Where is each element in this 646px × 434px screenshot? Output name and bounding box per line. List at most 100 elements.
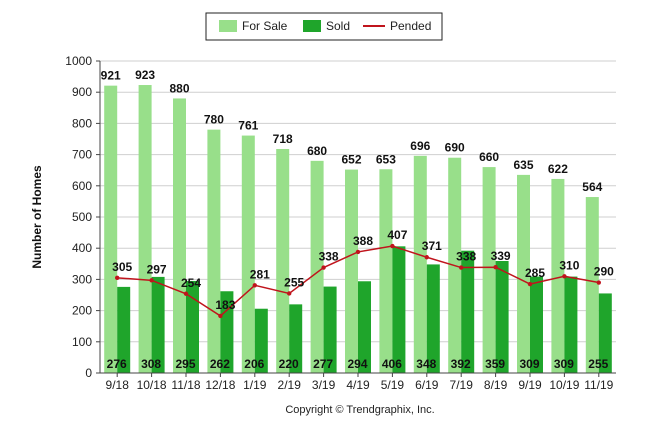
label-pended-10-18: 297	[147, 262, 167, 276]
bar-for-sale-8-19	[482, 167, 496, 373]
label-for-sale-12-18: 780	[204, 113, 224, 127]
label-pended-3-19: 338	[319, 250, 339, 264]
pended-point-7-19	[459, 265, 464, 270]
y-tick-label-100: 100	[72, 335, 92, 349]
pended-point-10-18	[149, 278, 154, 283]
label-for-sale-1-19: 761	[238, 119, 258, 133]
y-axis-title: Number of Homes	[30, 165, 44, 269]
x-tick-label-10-18: 10/18	[137, 378, 167, 392]
pended-point-5-19	[390, 243, 395, 249]
y-tick-label-200: 200	[72, 304, 92, 318]
y-tick-label-400: 400	[72, 241, 92, 255]
label-sold-12-18: 262	[210, 357, 230, 371]
x-tick-label-11-19: 11/19	[584, 378, 613, 392]
label-pended-8-19: 339	[491, 249, 511, 263]
bar-for-sale-2-19	[276, 148, 290, 373]
label-pended-12-18: 183	[215, 298, 235, 312]
bar-for-sale-12-18	[207, 129, 221, 373]
bar-sold-10-19	[564, 276, 578, 373]
bar-sold-4-19	[358, 281, 371, 373]
y-tick-label-900: 900	[72, 85, 92, 99]
legend-box	[205, 12, 443, 41]
bar-for-sale-6-19	[413, 155, 427, 373]
x-tick-label-6-19: 6/19	[415, 378, 439, 392]
label-pended-10-19: 310	[559, 258, 579, 272]
pended-point-12-18	[218, 313, 223, 319]
bar-sold-3-19	[323, 286, 337, 373]
x-tick-label-8-19: 8/19	[484, 378, 508, 392]
bar-for-sale-11-18	[173, 98, 186, 373]
bar-for-sale-4-19	[345, 169, 358, 373]
x-tick-label-11-18: 11/18	[171, 378, 200, 392]
x-tick-label-1-19: 1/19	[243, 378, 267, 392]
pended-point-9-19	[527, 281, 533, 287]
bar-sold-9-19	[530, 276, 543, 373]
bars	[104, 85, 612, 374]
label-sold-9-19: 309	[519, 357, 539, 371]
pended-point-9-18	[115, 275, 120, 281]
label-sold-10-18: 308	[141, 357, 161, 371]
bar-for-sale-11-19	[585, 197, 599, 373]
legend-label-sold: Sold	[326, 19, 350, 33]
bar-sold-5-19	[392, 246, 406, 373]
bar-sold-11-18	[186, 280, 199, 373]
pended-point-6-19	[424, 255, 429, 260]
bar-sold-1-19	[254, 308, 268, 373]
copyright-footer: Copyright © Trendgraphix, Inc.	[285, 404, 434, 416]
bar-sold-2-19	[289, 304, 303, 373]
legend: For Sale Sold Pended	[205, 12, 443, 41]
x-tick-label-5-19: 5/19	[381, 378, 405, 392]
x-tick-label-9-18: 9/18	[106, 378, 130, 392]
pended-point-3-19	[321, 265, 326, 270]
y-tick-label-500: 500	[72, 210, 92, 224]
x-tick-label-7-19: 7/19	[450, 378, 474, 392]
x-axis: 9/18 10/18 11/18 12/18 1/19 2/19 3/19 4/19 5/19 6…	[100, 372, 616, 392]
label-for-sale-9-19: 635	[513, 158, 533, 172]
y-tick-label-1000: 1000	[65, 54, 92, 68]
y-tick-label-0: 0	[85, 366, 92, 380]
legend-swatch-sold	[303, 20, 321, 32]
y-tick-label-800: 800	[72, 116, 92, 130]
bar-for-sale-10-18	[138, 85, 152, 374]
label-sold-8-19: 359	[485, 357, 505, 371]
x-tick-label-12-18: 12/18	[205, 378, 235, 392]
legend-swatch-for-sale	[219, 20, 237, 32]
x-tick-label-3-19: 3/19	[312, 378, 336, 392]
pended-point-10-19	[562, 274, 567, 279]
bar-sold-12-18	[220, 291, 234, 373]
y-tick-label-300: 300	[72, 272, 92, 286]
bar-for-sale-10-19	[551, 178, 565, 373]
bar-for-sale-9-18	[104, 85, 118, 373]
label-sold-11-18: 295	[175, 357, 195, 371]
label-sold-4-19: 294	[347, 357, 367, 371]
pended-point-4-19	[355, 249, 361, 255]
bar-for-sale-9-19	[517, 174, 530, 373]
label-sold-2-19: 220	[279, 357, 299, 371]
label-for-sale-6-19: 696	[410, 139, 430, 153]
label-sold-9-18: 276	[107, 357, 127, 371]
label-pended-5-19: 407	[387, 228, 407, 242]
pended-line	[115, 243, 601, 319]
legend-label-pended: Pended	[390, 19, 431, 33]
label-pended-6-19: 371	[422, 239, 442, 253]
bar-for-sale-5-19	[379, 169, 393, 373]
label-for-sale-10-19: 622	[548, 162, 568, 176]
pended-point-11-19	[596, 280, 601, 285]
label-for-sale-7-19: 690	[445, 141, 465, 155]
label-for-sale-11-19: 564	[582, 180, 602, 194]
label-pended-9-19: 285	[525, 266, 545, 280]
x-tick-label-10-19: 10/19	[549, 378, 579, 392]
label-sold-3-19: 277	[313, 357, 333, 371]
label-sold-1-19: 206	[244, 357, 264, 371]
bar-for-sale-1-19	[241, 135, 255, 373]
label-for-sale-4-19: 652	[341, 153, 361, 167]
bar-sold-9-18	[117, 286, 131, 373]
y-tick-label-600: 600	[72, 179, 92, 193]
bar-sold-10-18	[151, 276, 165, 373]
x-tick-label-9-19: 9/19	[518, 378, 542, 392]
label-for-sale-8-19: 660	[479, 150, 499, 164]
bar-sold-7-19	[461, 250, 475, 373]
x-tick-label-2-19: 2/19	[278, 378, 302, 392]
label-pended-7-19: 338	[456, 250, 476, 264]
